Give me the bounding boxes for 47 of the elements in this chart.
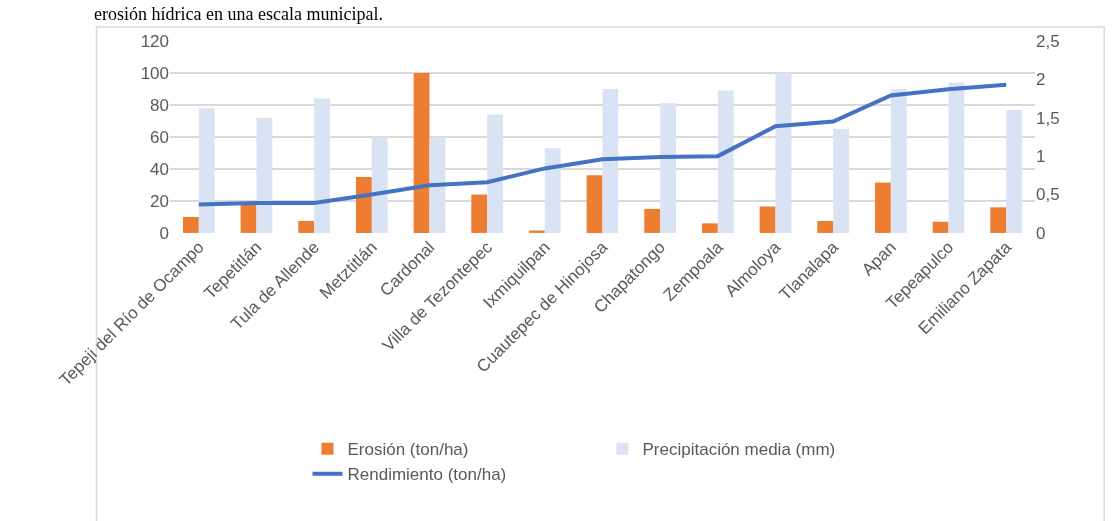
y2-tick-label: 0 <box>1036 223 1046 243</box>
bar <box>429 136 446 233</box>
legend-label: Rendimiento (ton/ha) <box>347 465 507 485</box>
bar <box>371 136 388 233</box>
bar <box>874 182 891 233</box>
bar <box>990 207 1007 233</box>
bar <box>314 98 331 233</box>
bar <box>701 223 718 233</box>
bar <box>932 221 949 233</box>
bar <box>182 216 199 233</box>
bar <box>544 148 561 233</box>
bar <box>602 88 619 233</box>
y-tick-label: 80 <box>150 95 169 115</box>
y-tick-label: 60 <box>150 127 169 147</box>
bar <box>256 117 273 233</box>
bar <box>355 176 372 233</box>
bar <box>240 204 257 233</box>
bar <box>487 114 504 233</box>
bar <box>833 128 850 233</box>
y-tick-label: 20 <box>150 191 169 211</box>
y-tick-label: 40 <box>150 159 169 179</box>
bar <box>717 90 734 233</box>
y2-tick-label: 2,5 <box>1036 31 1060 51</box>
bar <box>413 72 430 233</box>
line-series <box>196 82 1009 207</box>
bar <box>759 206 776 233</box>
y2-tick-label: 2 <box>1036 70 1046 90</box>
y-tick-label: 100 <box>140 63 169 83</box>
bar <box>644 208 661 233</box>
y2-tick-label: 0,5 <box>1036 185 1060 205</box>
bar <box>660 103 677 233</box>
bar <box>775 72 792 233</box>
bar <box>817 220 834 233</box>
legend-label: Precipitación media (mm) <box>642 440 836 460</box>
bar <box>890 88 907 233</box>
bar <box>1006 109 1023 233</box>
bar <box>198 108 215 233</box>
bar <box>471 194 488 233</box>
y-tick-label: 120 <box>140 31 169 51</box>
y2-tick-label: 1 <box>1036 147 1046 167</box>
bar <box>586 175 603 233</box>
text: erosión hídrica en una escala municipal. <box>94 4 383 24</box>
bar <box>298 220 315 233</box>
legend-label: Erosión (ton/ha) <box>347 440 469 460</box>
y-tick-label: 0 <box>159 223 169 243</box>
y2-tick-label: 1,5 <box>1036 108 1060 128</box>
bar <box>948 82 965 233</box>
